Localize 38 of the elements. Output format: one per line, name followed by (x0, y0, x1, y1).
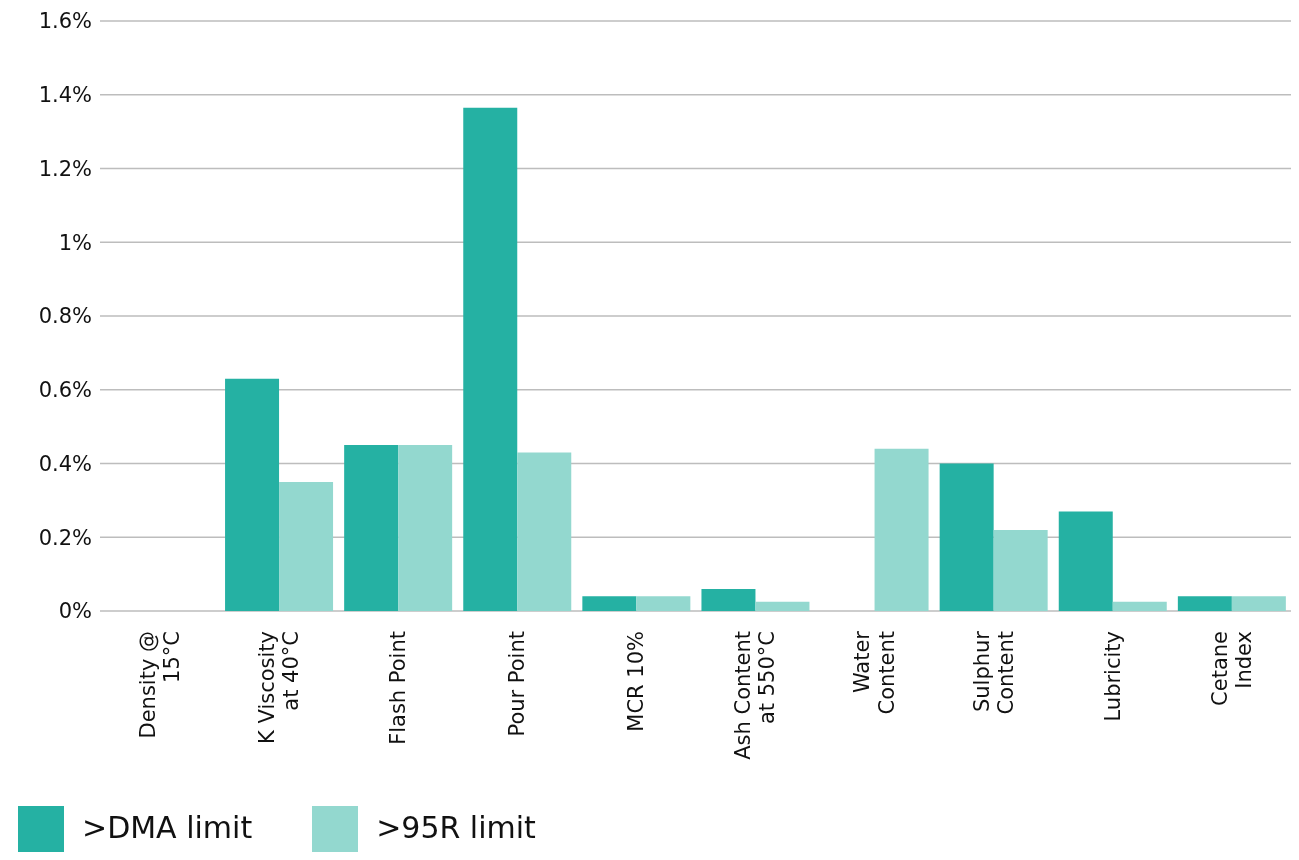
bar (939, 463, 994, 611)
y-tick-label: 1.4% (38, 83, 92, 108)
bar (463, 107, 518, 611)
bar (874, 448, 929, 611)
bar (701, 588, 756, 611)
bar (993, 529, 1048, 611)
y-tick-label: 1.2% (38, 156, 92, 181)
bar (636, 596, 691, 611)
x-tick-label: Flash Point (386, 631, 411, 745)
legend-label: >DMA limit (82, 809, 253, 845)
legend-label: >95R limit (376, 809, 536, 845)
bar (225, 378, 280, 611)
bar (1058, 511, 1113, 611)
x-tick-label: Lubricity (1100, 631, 1125, 722)
y-tick-label: 0.6% (38, 378, 92, 403)
x-tick-label: Ash Content at 550°C (731, 631, 780, 760)
bar (344, 445, 399, 611)
y-tick-label: 0.8% (38, 304, 92, 329)
x-tick-label: Pour Point (505, 631, 530, 737)
y-tick-label: 0% (58, 599, 92, 624)
bar (1177, 596, 1232, 611)
y-tick-label: 1% (58, 230, 92, 255)
bar (279, 481, 334, 611)
bar (517, 452, 572, 611)
x-tick-label: K Viscosity at 40°C (254, 631, 304, 744)
bar (582, 596, 637, 611)
bar (398, 445, 453, 611)
x-tick-label: Sulphur Content (969, 630, 1018, 715)
x-tick-label: Density @ 15°C (135, 631, 184, 739)
x-tick-label: Cetane Index (1207, 631, 1256, 706)
y-tick-label: 1.6% (38, 9, 92, 34)
bar (1231, 596, 1286, 611)
x-tick-label: MCR 10% (624, 631, 649, 732)
y-tick-label: 0.4% (38, 451, 92, 476)
y-tick-label: 0.2% (38, 525, 92, 550)
bar (755, 601, 810, 611)
x-tick-label: Water Content (850, 630, 899, 715)
bar (1112, 601, 1167, 611)
